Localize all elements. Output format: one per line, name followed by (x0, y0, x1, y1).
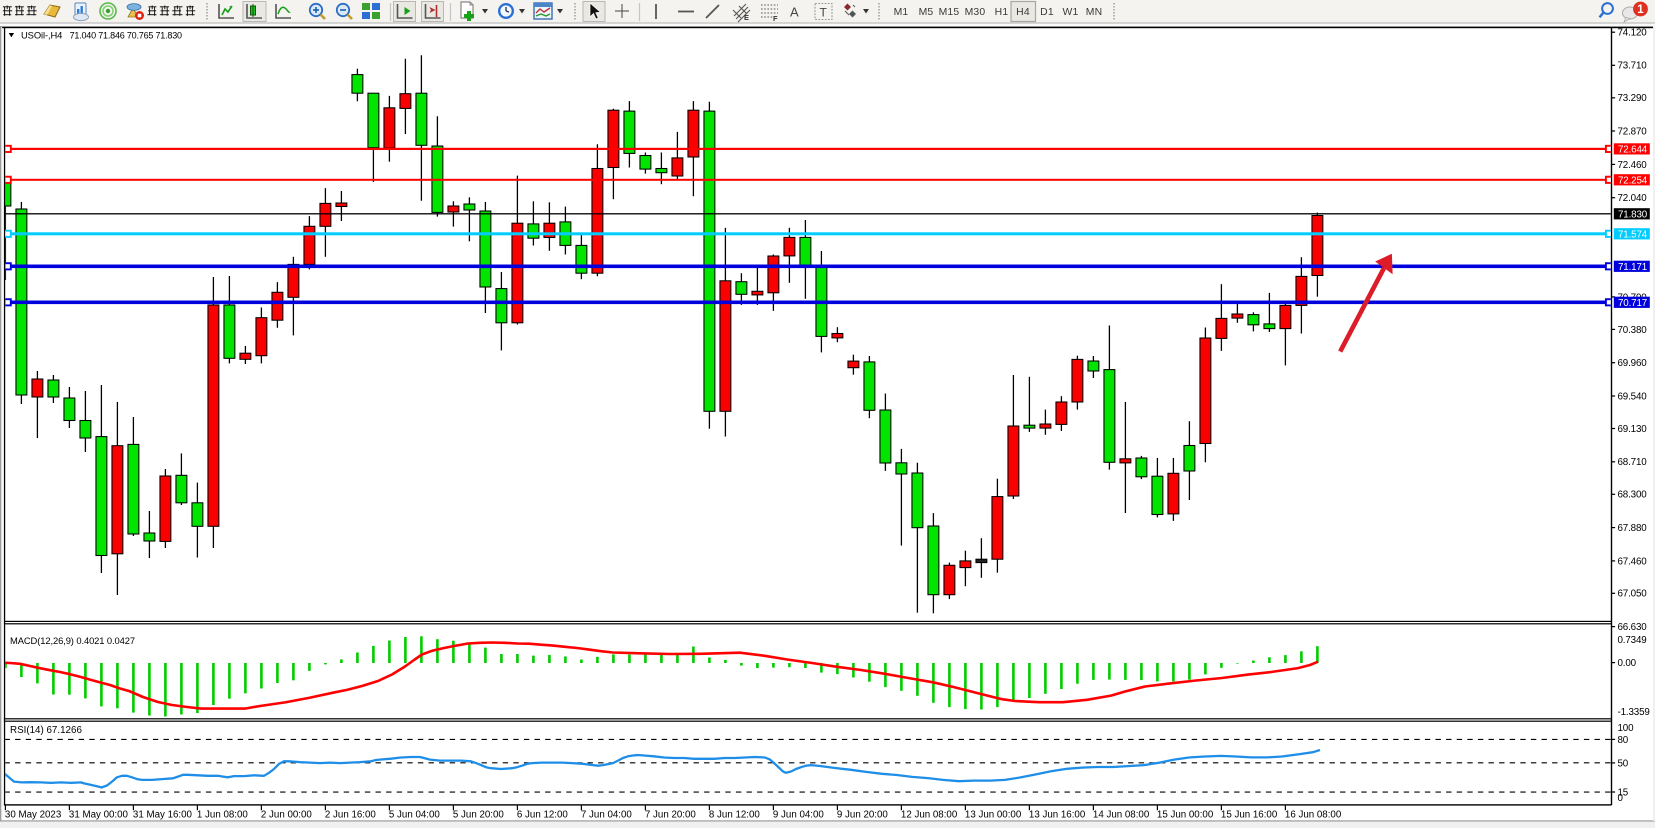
svg-text:W1: W1 (1063, 7, 1079, 18)
svg-text:F: F (773, 14, 778, 23)
svg-text:9 Jun 04:00: 9 Jun 04:00 (773, 810, 825, 821)
svg-text:71.040 71.846 70.765 71.830: 71.040 71.846 70.765 71.830 (70, 30, 182, 40)
svg-text:66.630: 66.630 (1618, 622, 1648, 633)
svg-text:6 Jun 12:00: 6 Jun 12:00 (517, 810, 569, 821)
svg-text:69.130: 69.130 (1618, 424, 1648, 435)
svg-text:68.710: 68.710 (1618, 457, 1648, 468)
svg-text:67.880: 67.880 (1618, 523, 1648, 534)
svg-text:0.7349: 0.7349 (1618, 635, 1647, 646)
svg-text:73.710: 73.710 (1618, 61, 1648, 72)
svg-text:15 Jun 00:00: 15 Jun 00:00 (1157, 810, 1214, 821)
svg-text:5 Jun 04:00: 5 Jun 04:00 (389, 810, 441, 821)
svg-text:2 Jun 16:00: 2 Jun 16:00 (325, 810, 377, 821)
svg-text:31 May 16:00: 31 May 16:00 (133, 810, 193, 821)
svg-text:7 Jun 20:00: 7 Jun 20:00 (645, 810, 697, 821)
svg-text:0: 0 (1618, 793, 1624, 804)
svg-text:72.870: 72.870 (1618, 126, 1648, 137)
svg-text:72.254: 72.254 (1618, 175, 1648, 186)
svg-text:8 Jun 12:00: 8 Jun 12:00 (709, 810, 761, 821)
svg-text:RSI(14) 67.1266: RSI(14) 67.1266 (10, 725, 82, 736)
svg-text:H4: H4 (1016, 7, 1030, 18)
svg-text:5 Jun 20:00: 5 Jun 20:00 (453, 810, 505, 821)
svg-text:T: T (820, 6, 828, 20)
svg-text:USOil-,H4: USOil-,H4 (21, 29, 62, 40)
svg-text:80: 80 (1618, 735, 1629, 746)
svg-text:M30: M30 (965, 7, 986, 18)
svg-text:72.040: 72.040 (1618, 193, 1648, 204)
svg-text:69.960: 69.960 (1618, 358, 1648, 369)
svg-text:16 Jun 08:00: 16 Jun 08:00 (1285, 810, 1342, 821)
svg-text:100: 100 (1618, 723, 1635, 734)
svg-text:2 Jun 00:00: 2 Jun 00:00 (261, 810, 313, 821)
svg-text:71.171: 71.171 (1618, 262, 1647, 273)
svg-text:MACD(12,26,9) 0.4021 0.0427: MACD(12,26,9) 0.4021 0.0427 (10, 635, 135, 646)
svg-text:D1: D1 (1040, 7, 1054, 18)
svg-text:M5: M5 (919, 7, 934, 18)
svg-text:A: A (790, 5, 799, 20)
svg-text:M15: M15 (939, 7, 960, 18)
svg-text:68.300: 68.300 (1618, 490, 1648, 501)
svg-text:H1: H1 (995, 7, 1009, 18)
svg-text:69.540: 69.540 (1618, 391, 1648, 402)
svg-text:70.717: 70.717 (1618, 298, 1647, 309)
svg-text:1: 1 (1637, 4, 1644, 16)
svg-text:70.380: 70.380 (1618, 325, 1648, 336)
svg-text:0.00: 0.00 (1618, 658, 1637, 669)
svg-text:15 Jun 16:00: 15 Jun 16:00 (1221, 810, 1278, 821)
svg-text:15: 15 (1618, 787, 1629, 798)
svg-text:72.644: 72.644 (1618, 144, 1648, 155)
svg-text:74.120: 74.120 (1618, 28, 1648, 39)
svg-text:1 Jun 08:00: 1 Jun 08:00 (197, 810, 249, 821)
svg-text:71.830: 71.830 (1618, 209, 1648, 220)
svg-text:MN: MN (1086, 7, 1103, 18)
svg-text:9 Jun 20:00: 9 Jun 20:00 (837, 810, 889, 821)
svg-text:12 Jun 08:00: 12 Jun 08:00 (901, 810, 958, 821)
svg-text:-1.3359: -1.3359 (1618, 707, 1650, 718)
svg-text:50: 50 (1618, 758, 1629, 769)
svg-text:67.050: 67.050 (1618, 589, 1648, 600)
svg-text:71.574: 71.574 (1618, 229, 1648, 240)
svg-text:E: E (744, 13, 749, 22)
svg-text:31 May 00:00: 31 May 00:00 (69, 810, 129, 821)
svg-text:72.460: 72.460 (1618, 160, 1648, 171)
svg-text:7 Jun 04:00: 7 Jun 04:00 (581, 810, 633, 821)
svg-text:13 Jun 00:00: 13 Jun 00:00 (965, 810, 1022, 821)
svg-text:30 May 2023: 30 May 2023 (5, 810, 61, 821)
svg-text:73.290: 73.290 (1618, 93, 1648, 104)
svg-text:14 Jun 08:00: 14 Jun 08:00 (1093, 810, 1150, 821)
svg-text:67.460: 67.460 (1618, 556, 1648, 567)
svg-text:M1: M1 (894, 7, 909, 18)
svg-text:13 Jun 16:00: 13 Jun 16:00 (1029, 810, 1086, 821)
